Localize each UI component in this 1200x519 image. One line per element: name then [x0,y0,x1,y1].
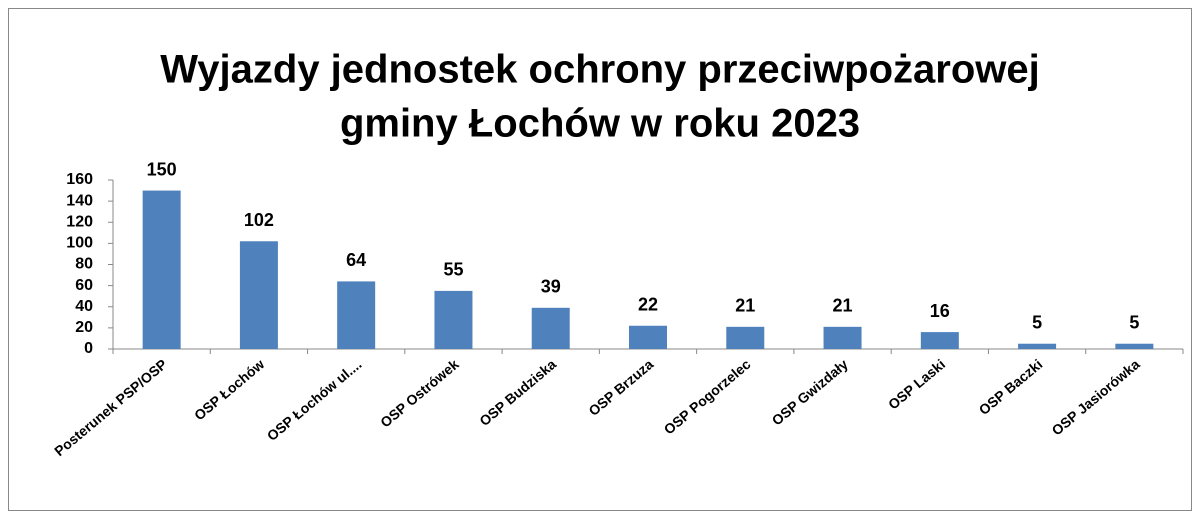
y-tick-label: 0 [84,340,93,357]
y-tick-label: 160 [66,171,93,188]
y-tick-label: 60 [75,277,93,294]
y-tick-label: 20 [75,319,93,336]
chart-title: Wyjazdy jednostek ochrony przeciwpożarow… [160,48,1039,92]
y-tick-label: 80 [75,256,93,273]
bar [434,290,473,349]
value-label: 21 [833,296,853,316]
value-label: 39 [541,277,561,297]
bar [823,326,862,349]
bar [239,241,278,349]
y-tick-label: 120 [66,213,93,230]
y-tick-label: 100 [66,235,93,252]
value-label: 64 [346,250,366,270]
value-label: 150 [147,159,177,179]
bar [629,325,667,349]
bar [531,307,570,349]
value-label: 5 [1129,312,1139,332]
value-label: 21 [735,296,755,316]
y-tick-label: 140 [66,192,93,209]
value-label: 16 [930,301,950,321]
value-label: 102 [244,210,274,230]
bar [726,326,765,349]
value-label: 22 [638,295,658,315]
bar [337,281,376,349]
bar [142,190,181,349]
bar [920,332,959,349]
value-label: 5 [1032,312,1042,332]
bar [1018,343,1057,349]
y-tick-label: 40 [75,298,93,315]
bar [1115,343,1154,349]
value-label: 55 [443,260,463,280]
chart-border [8,8,1192,511]
chart-title: gminy Łochów w roku 2023 [340,102,860,146]
